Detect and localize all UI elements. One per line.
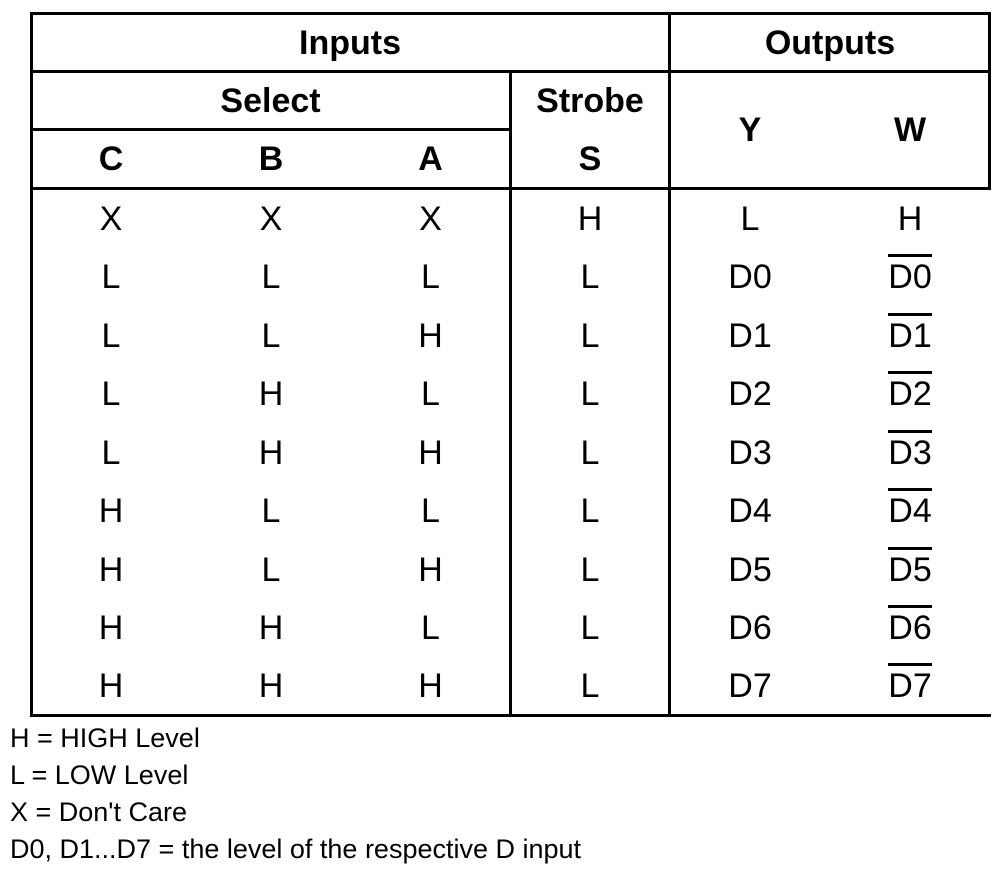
w-value-overlined: D0 — [888, 254, 932, 294]
w-column-header: W — [893, 111, 927, 149]
table-border-top — [30, 12, 991, 15]
a-cell: L — [421, 492, 440, 530]
table-row: L H L L D2 D2 — [0, 365, 1004, 423]
w-value-overlined: D1 — [888, 312, 932, 353]
outputs-header: Outputs — [764, 23, 896, 62]
w-cell: D4 — [830, 482, 990, 540]
w-value-overlined: D3 — [888, 429, 932, 470]
a-cell: H — [418, 550, 443, 589]
b-cell: H — [258, 375, 284, 413]
b-cell: L — [261, 550, 281, 589]
c-column-header: C — [98, 140, 124, 178]
y-column-header: Y — [738, 111, 762, 149]
c-cell: H — [98, 609, 124, 647]
c-cell: H — [98, 492, 124, 530]
s-cell: L — [580, 433, 600, 472]
s-cell: L — [580, 316, 600, 355]
y-cell: D2 — [728, 375, 772, 413]
b-cell: L — [261, 258, 281, 296]
w-cell: H — [830, 189, 990, 248]
a-cell: L — [421, 258, 440, 296]
a-cell: H — [418, 433, 443, 472]
y-cell: D1 — [728, 316, 772, 355]
y-cell: D3 — [728, 433, 772, 472]
y-cell: D7 — [728, 667, 772, 705]
a-cell: X — [419, 199, 442, 238]
c-cell: H — [98, 667, 124, 705]
table-row: L L L L D0 D0 — [0, 248, 1004, 306]
legend-notes: H = HIGH Level L = LOW Level X = Don't C… — [10, 720, 990, 868]
note-d-inputs: D0, D1...D7 = the level of the respectiv… — [10, 834, 582, 864]
table-border-left — [30, 12, 33, 717]
strobe-header: Strobe — [536, 81, 644, 120]
select-header: Select — [220, 81, 321, 120]
table-row: L H H L D3 D3 — [0, 423, 1004, 482]
w-cell: D0 — [830, 248, 990, 306]
w-value: H — [897, 199, 923, 238]
table-border-right — [988, 12, 991, 189]
row-divider-select — [30, 128, 511, 131]
a-cell: L — [421, 609, 440, 647]
s-column-header: S — [578, 140, 602, 178]
inputs-header: Inputs — [299, 23, 401, 62]
w-cell: D2 — [830, 365, 990, 423]
table-row: H L L L D4 D4 — [0, 482, 1004, 540]
note-dont-care: X = Don't Care — [10, 797, 187, 827]
c-cell: H — [98, 550, 124, 589]
y-cell: D6 — [728, 609, 772, 647]
s-cell: L — [580, 258, 600, 296]
table-row: H H L L D6 D6 — [0, 599, 1004, 657]
a-cell: H — [418, 316, 443, 355]
b-cell: X — [259, 199, 283, 238]
w-value-overlined: D4 — [888, 488, 932, 528]
w-cell: D6 — [830, 599, 990, 657]
note-low: L = LOW Level — [10, 760, 189, 790]
s-cell: L — [580, 609, 600, 647]
w-value-overlined: D6 — [888, 605, 932, 645]
w-cell: D5 — [830, 540, 990, 599]
w-value-overlined: D5 — [888, 546, 932, 587]
table-row: L L H L D1 D1 — [0, 306, 1004, 365]
s-cell: L — [580, 375, 600, 413]
s-cell: L — [580, 550, 600, 589]
table-row: H L H L D5 D5 — [0, 540, 1004, 599]
b-cell: H — [258, 433, 284, 472]
w-value-overlined: D7 — [888, 663, 932, 703]
table-row: H H H L D7 D7 — [0, 657, 1004, 715]
c-cell: L — [101, 375, 121, 413]
s-cell: L — [580, 667, 600, 705]
y-cell: D4 — [728, 492, 772, 530]
b-cell: H — [258, 667, 284, 705]
w-cell: D7 — [830, 657, 990, 715]
s-cell: H — [577, 199, 603, 238]
c-cell: X — [99, 199, 123, 238]
table-row: X X X H L H — [0, 189, 1004, 248]
b-cell: L — [261, 492, 281, 530]
col-divider-inputs-outputs — [668, 12, 671, 717]
col-divider-select-strobe — [509, 70, 512, 717]
truth-table: Inputs Outputs Select Strobe C B A S Y W… — [0, 12, 1004, 717]
c-cell: L — [101, 433, 121, 472]
b-cell: H — [258, 609, 284, 647]
b-column-header: B — [258, 140, 284, 178]
w-cell: D1 — [830, 306, 990, 365]
note-high: H = HIGH Level — [10, 723, 200, 753]
a-cell: H — [418, 667, 443, 705]
s-cell: L — [580, 492, 600, 530]
y-cell: D0 — [728, 258, 772, 296]
y-cell: D5 — [728, 550, 772, 589]
a-column-header: A — [418, 140, 443, 178]
b-cell: L — [261, 316, 281, 355]
w-cell: D3 — [830, 423, 990, 482]
a-cell: L — [421, 375, 440, 413]
w-value-overlined: D2 — [888, 371, 932, 411]
c-cell: L — [101, 316, 121, 355]
c-cell: L — [101, 258, 121, 296]
y-cell: L — [740, 199, 760, 238]
